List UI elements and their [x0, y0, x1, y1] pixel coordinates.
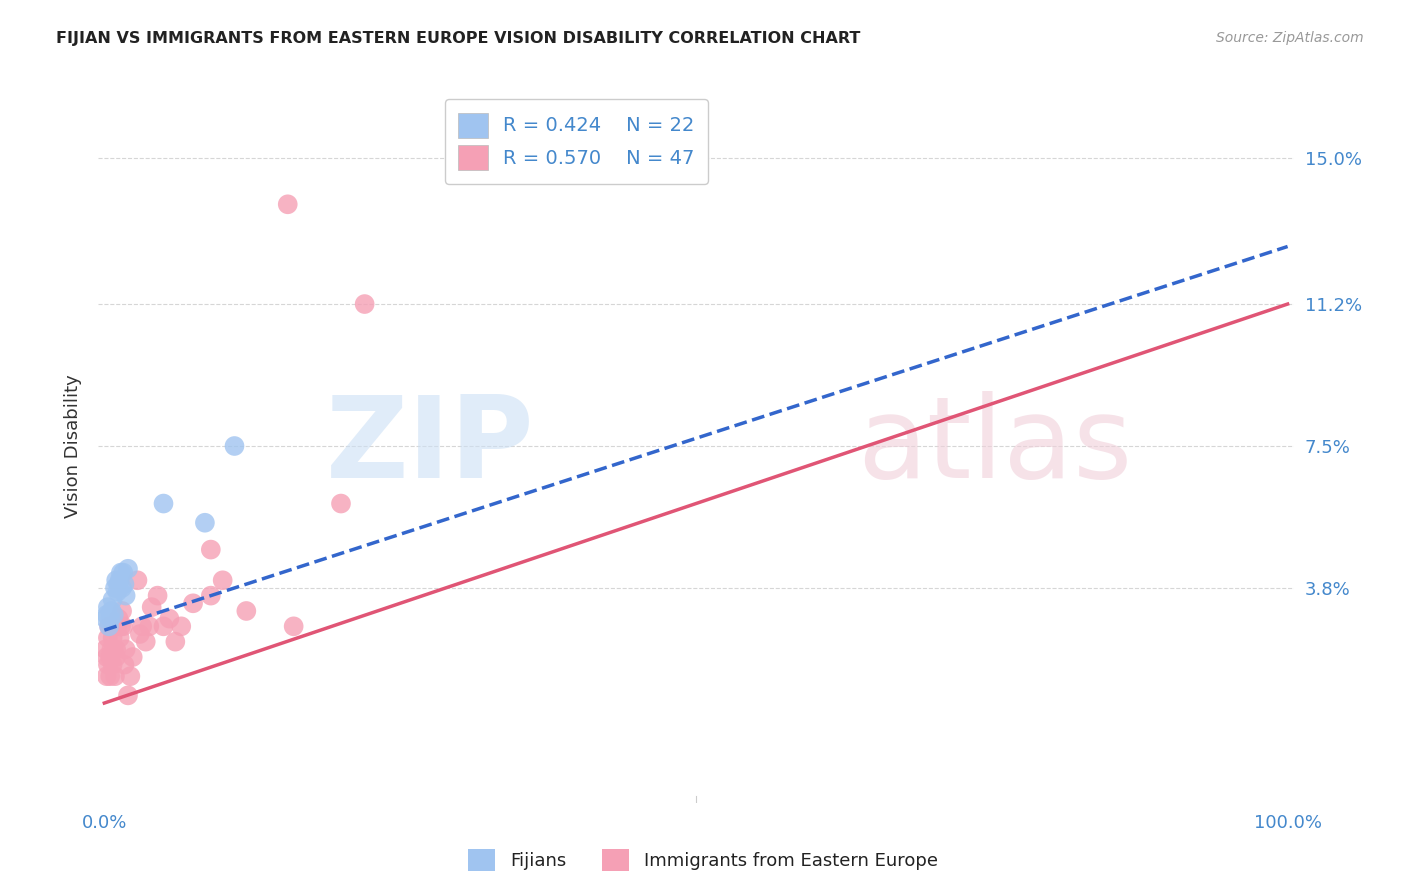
Point	[170, 619, 193, 633]
Point	[98, 669, 121, 683]
Point	[100, 642, 122, 657]
Point	[105, 642, 128, 657]
Point	[211, 574, 233, 588]
Legend: R = 0.424    N = 22, R = 0.570    N = 47: R = 0.424 N = 22, R = 0.570 N = 47	[444, 99, 709, 184]
Point	[104, 669, 127, 683]
Point	[117, 562, 139, 576]
Point	[114, 657, 136, 672]
Point	[98, 619, 121, 633]
Point	[94, 612, 117, 626]
Point	[121, 650, 143, 665]
Point	[107, 612, 129, 626]
Point	[96, 650, 118, 665]
Point	[277, 197, 299, 211]
Point	[104, 581, 127, 595]
Point	[200, 542, 222, 557]
Point	[97, 631, 120, 645]
Point	[114, 589, 136, 603]
Point	[152, 497, 174, 511]
Point	[112, 619, 135, 633]
Point	[105, 574, 128, 588]
Point	[97, 600, 120, 615]
Point	[194, 516, 217, 530]
Legend: Fijians, Immigrants from Eastern Europe: Fijians, Immigrants from Eastern Europe	[461, 842, 945, 879]
Point	[138, 619, 160, 633]
Point	[146, 589, 169, 603]
Point	[127, 574, 149, 588]
Point	[283, 619, 305, 633]
Point	[98, 650, 121, 665]
Point	[105, 619, 128, 633]
Point	[104, 619, 127, 633]
Point	[108, 631, 131, 645]
Point	[224, 439, 246, 453]
Point	[114, 642, 136, 657]
Point	[97, 657, 120, 672]
Point	[94, 642, 117, 657]
Point	[152, 619, 174, 633]
Text: Source: ZipAtlas.com: Source: ZipAtlas.com	[1216, 31, 1364, 45]
Point	[100, 604, 122, 618]
Point	[96, 607, 118, 622]
Point	[141, 600, 163, 615]
Point	[98, 619, 121, 633]
Point	[96, 669, 118, 683]
Point	[112, 566, 135, 580]
Point	[108, 574, 131, 588]
Point	[131, 619, 153, 633]
Point	[181, 596, 204, 610]
Point	[157, 612, 180, 626]
Point	[120, 669, 142, 683]
Point	[235, 604, 257, 618]
Point	[200, 589, 222, 603]
Point	[101, 592, 124, 607]
Point	[330, 497, 353, 511]
Point	[111, 604, 134, 618]
Point	[110, 619, 132, 633]
Point	[101, 657, 124, 672]
Text: atlas: atlas	[858, 391, 1133, 501]
Point	[117, 689, 139, 703]
Point	[105, 584, 128, 599]
Text: FIJIAN VS IMMIGRANTS FROM EASTERN EUROPE VISION DISABILITY CORRELATION CHART: FIJIAN VS IMMIGRANTS FROM EASTERN EUROPE…	[56, 31, 860, 46]
Point	[110, 566, 132, 580]
Point	[135, 634, 157, 648]
Point	[111, 581, 134, 595]
Point	[103, 642, 125, 657]
Text: ZIP: ZIP	[326, 391, 534, 501]
Point	[101, 631, 124, 645]
Y-axis label: Vision Disability: Vision Disability	[63, 374, 82, 518]
Point	[353, 297, 375, 311]
Point	[128, 627, 150, 641]
Point	[107, 577, 129, 591]
Point	[165, 634, 187, 648]
Point	[103, 607, 125, 622]
Point	[98, 612, 121, 626]
Point	[114, 577, 136, 591]
Point	[105, 650, 128, 665]
